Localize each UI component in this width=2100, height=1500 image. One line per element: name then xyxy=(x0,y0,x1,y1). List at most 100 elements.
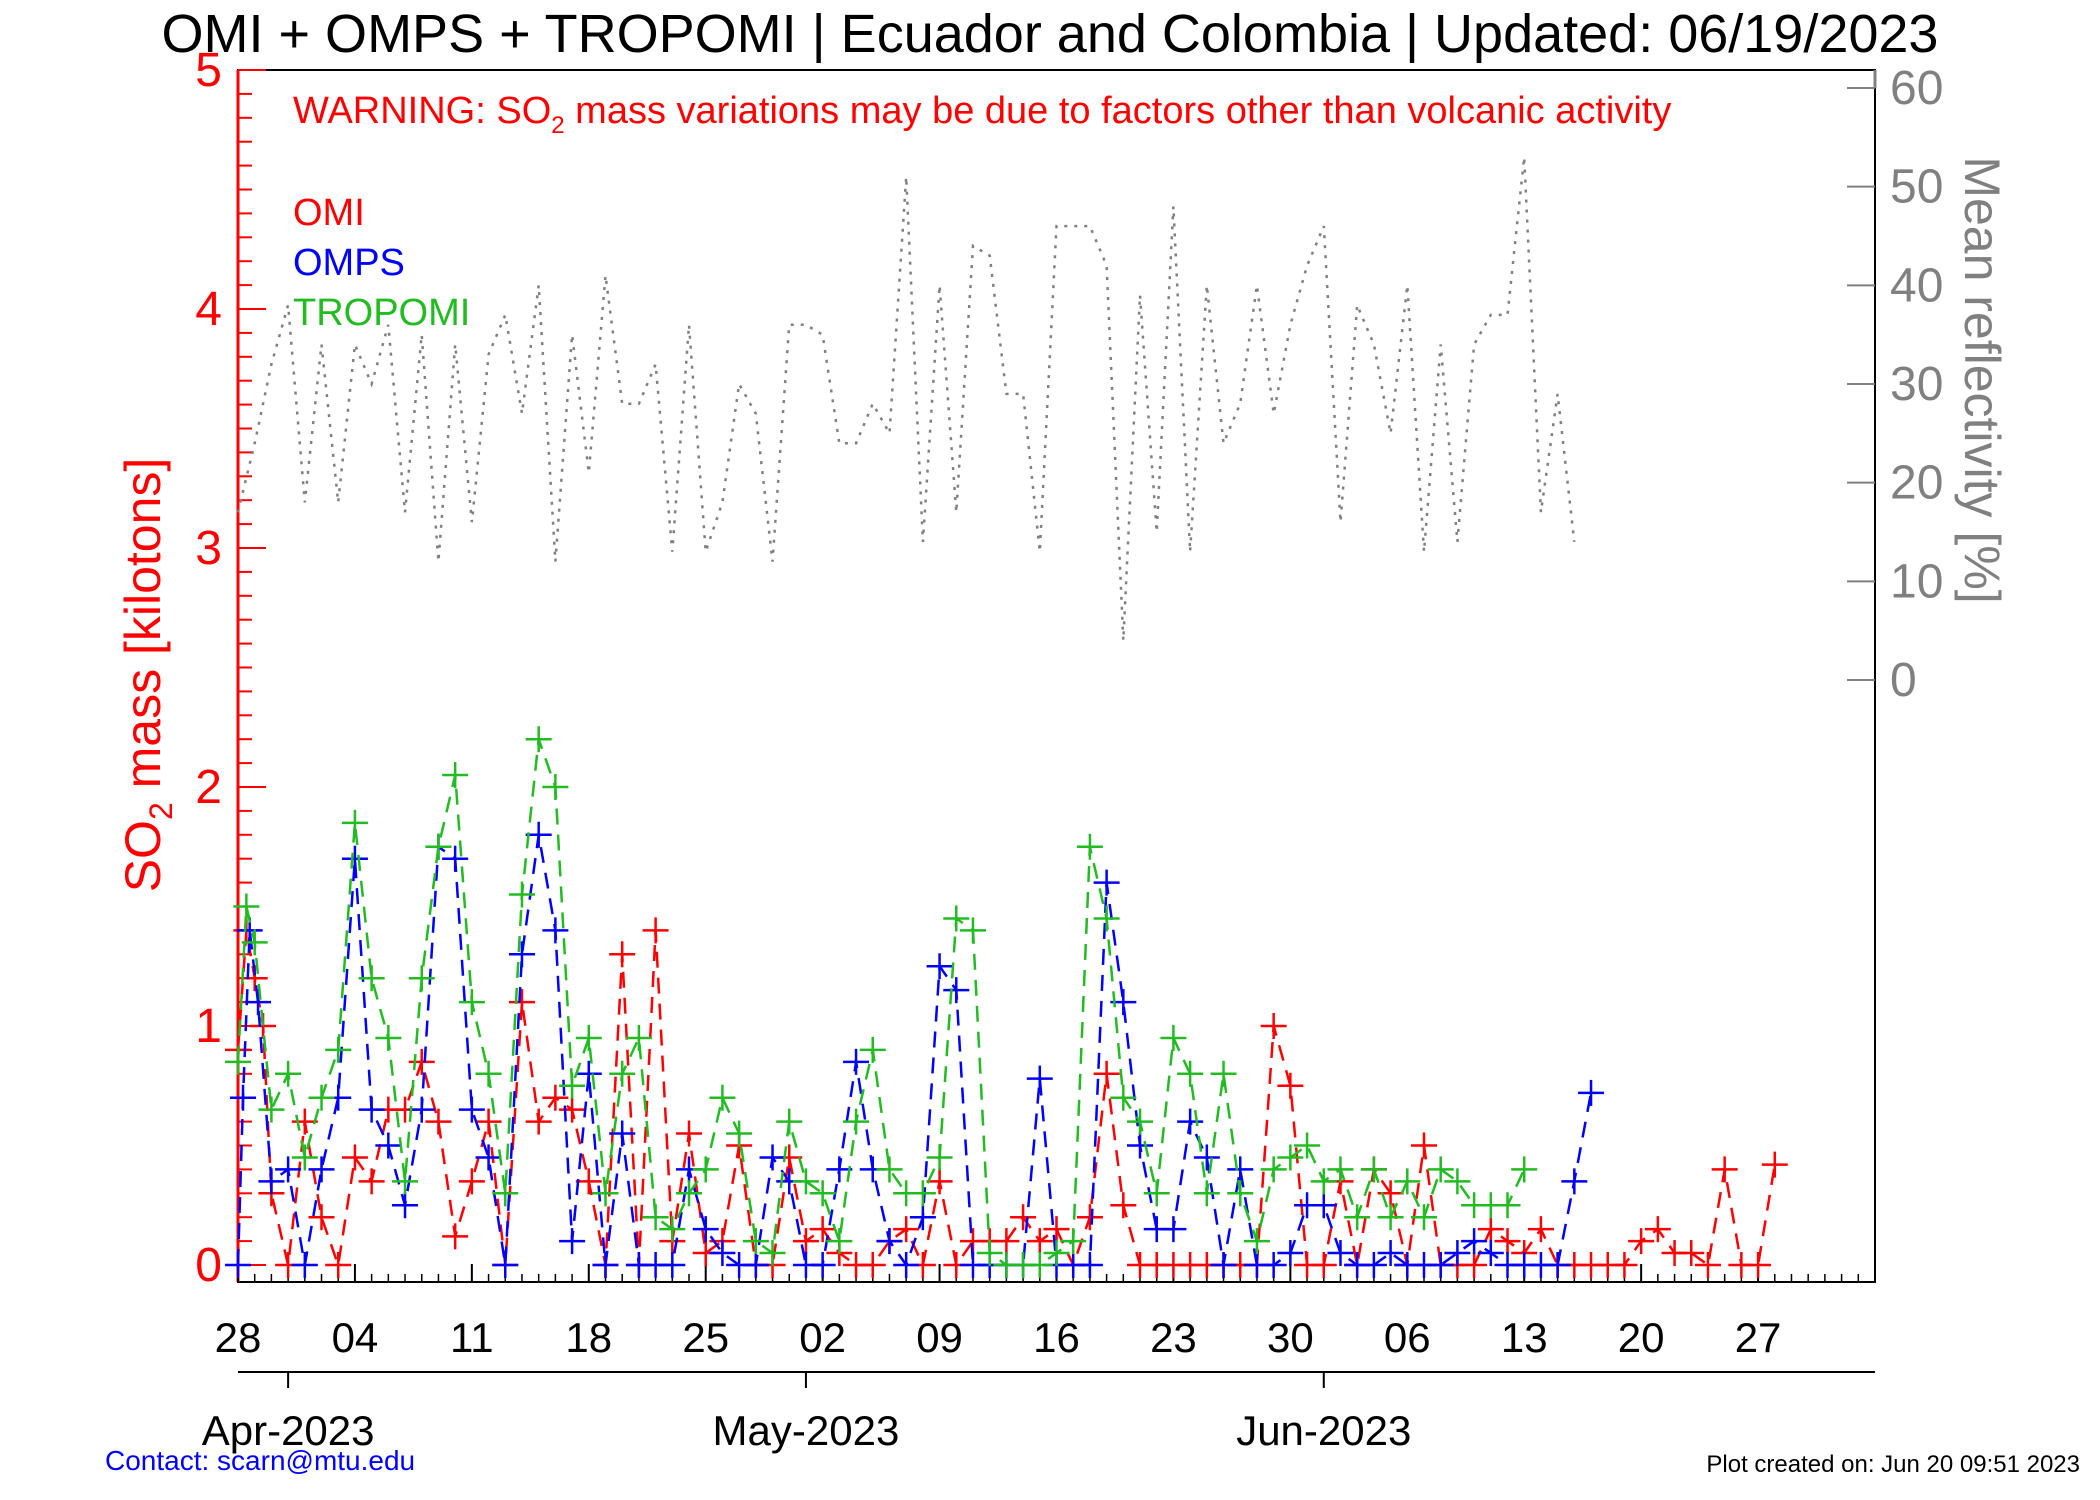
data-point xyxy=(233,893,260,920)
data-point xyxy=(1160,1216,1187,1243)
data-point xyxy=(1527,1216,1554,1243)
data-point xyxy=(1745,1252,1772,1278)
contact-link[interactable]: Contact: scarn@mtu.edu xyxy=(105,1445,415,1476)
series-line xyxy=(236,930,1777,1269)
data-point xyxy=(525,726,552,753)
data-point xyxy=(1377,1204,1404,1231)
data-point xyxy=(1327,1156,1354,1183)
data-point xyxy=(1427,1156,1454,1183)
x-tick-label: 20 xyxy=(1618,1314,1665,1361)
data-point xyxy=(225,1252,251,1278)
data-point xyxy=(525,821,552,848)
data-point xyxy=(742,1252,769,1278)
data-point xyxy=(1210,1060,1237,1087)
data-point xyxy=(893,1252,920,1278)
data-point xyxy=(1494,1192,1521,1219)
data-point xyxy=(876,1228,903,1255)
data-point xyxy=(1477,1240,1504,1267)
data-point xyxy=(609,941,636,968)
data-point xyxy=(1193,1180,1220,1207)
x-tick-label: 30 xyxy=(1267,1314,1314,1361)
data-point xyxy=(1093,905,1120,932)
data-point xyxy=(559,1096,586,1123)
data-point xyxy=(508,989,535,1016)
left-tick-label: 4 xyxy=(195,283,222,336)
data-point xyxy=(943,977,970,1004)
data-point xyxy=(625,1024,652,1051)
x-tick-label: 09 xyxy=(916,1314,963,1361)
data-point xyxy=(341,809,368,836)
data-point xyxy=(325,1036,352,1063)
right-tick-label: 20 xyxy=(1890,457,1943,510)
data-point xyxy=(1227,1156,1254,1183)
data-point xyxy=(692,1156,719,1183)
data-point xyxy=(592,1252,619,1278)
data-point xyxy=(508,941,535,968)
x-tick-label: 04 xyxy=(332,1314,379,1361)
series-omi xyxy=(225,917,1788,1278)
data-point xyxy=(926,1168,953,1195)
legend-omi: OMI xyxy=(293,192,365,234)
data-point xyxy=(1360,1156,1387,1183)
data-point xyxy=(609,1120,636,1147)
left-tick-label: 1 xyxy=(195,1000,222,1053)
data-point xyxy=(1026,1065,1053,1092)
right-y-axis: 0 10 20 30 40 50 60 xyxy=(1847,62,1943,707)
data-point xyxy=(659,1252,686,1278)
data-point xyxy=(1227,1180,1254,1207)
data-point xyxy=(508,881,535,908)
data-point xyxy=(1310,1252,1337,1278)
data-point xyxy=(1678,1240,1705,1267)
data-point xyxy=(609,1060,636,1087)
data-point xyxy=(492,1180,519,1207)
data-point xyxy=(1310,1192,1337,1219)
data-point xyxy=(1761,1151,1788,1178)
data-point xyxy=(575,1168,602,1195)
data-point xyxy=(1210,1252,1237,1278)
data-point xyxy=(475,1108,502,1135)
data-point xyxy=(392,1168,419,1195)
data-point xyxy=(1628,1228,1655,1255)
data-point xyxy=(1427,1252,1454,1278)
data-point xyxy=(408,965,435,992)
data-point xyxy=(1110,1192,1137,1219)
x-tick-label: 28 xyxy=(215,1314,262,1361)
data-point xyxy=(1561,1168,1588,1195)
data-point xyxy=(542,917,569,944)
data-point xyxy=(1394,1168,1421,1195)
x-tick-label: 18 xyxy=(565,1314,612,1361)
data-point xyxy=(1578,1079,1605,1106)
right-tick-label: 60 xyxy=(1890,62,1943,115)
data-point xyxy=(843,1048,870,1075)
data-point xyxy=(1260,1156,1287,1183)
data-point xyxy=(475,1144,502,1171)
data-point xyxy=(859,1252,886,1278)
data-point xyxy=(230,1084,257,1111)
data-point xyxy=(926,953,953,980)
data-point xyxy=(859,1036,886,1063)
data-point xyxy=(1377,1240,1404,1267)
data-point xyxy=(492,1252,519,1278)
reflectivity-line xyxy=(236,156,1576,641)
data-point xyxy=(542,1084,569,1111)
data-point xyxy=(375,1132,402,1159)
x-tick-label: 02 xyxy=(799,1314,846,1361)
data-point xyxy=(1060,1228,1087,1255)
data-point xyxy=(692,1216,719,1243)
data-point xyxy=(809,1216,836,1243)
data-point xyxy=(1043,1240,1070,1267)
data-point xyxy=(1544,1252,1571,1278)
data-point xyxy=(442,845,469,872)
left-y-axis: 0 1 2 3 4 5 xyxy=(195,44,266,1292)
plot-frame xyxy=(237,69,1876,1283)
data-point xyxy=(1043,1216,1070,1243)
data-point xyxy=(1177,1060,1204,1087)
data-point xyxy=(408,1096,435,1123)
data-point xyxy=(525,1108,552,1135)
data-point xyxy=(709,1084,736,1111)
legend-tropomi: TROPOMI xyxy=(293,292,470,334)
data-point xyxy=(475,1060,502,1087)
month-label: Apr-2023 xyxy=(202,1407,375,1454)
data-point xyxy=(392,1192,419,1219)
warning-text: WARNING: SO2 mass variations may be due … xyxy=(293,90,1671,139)
